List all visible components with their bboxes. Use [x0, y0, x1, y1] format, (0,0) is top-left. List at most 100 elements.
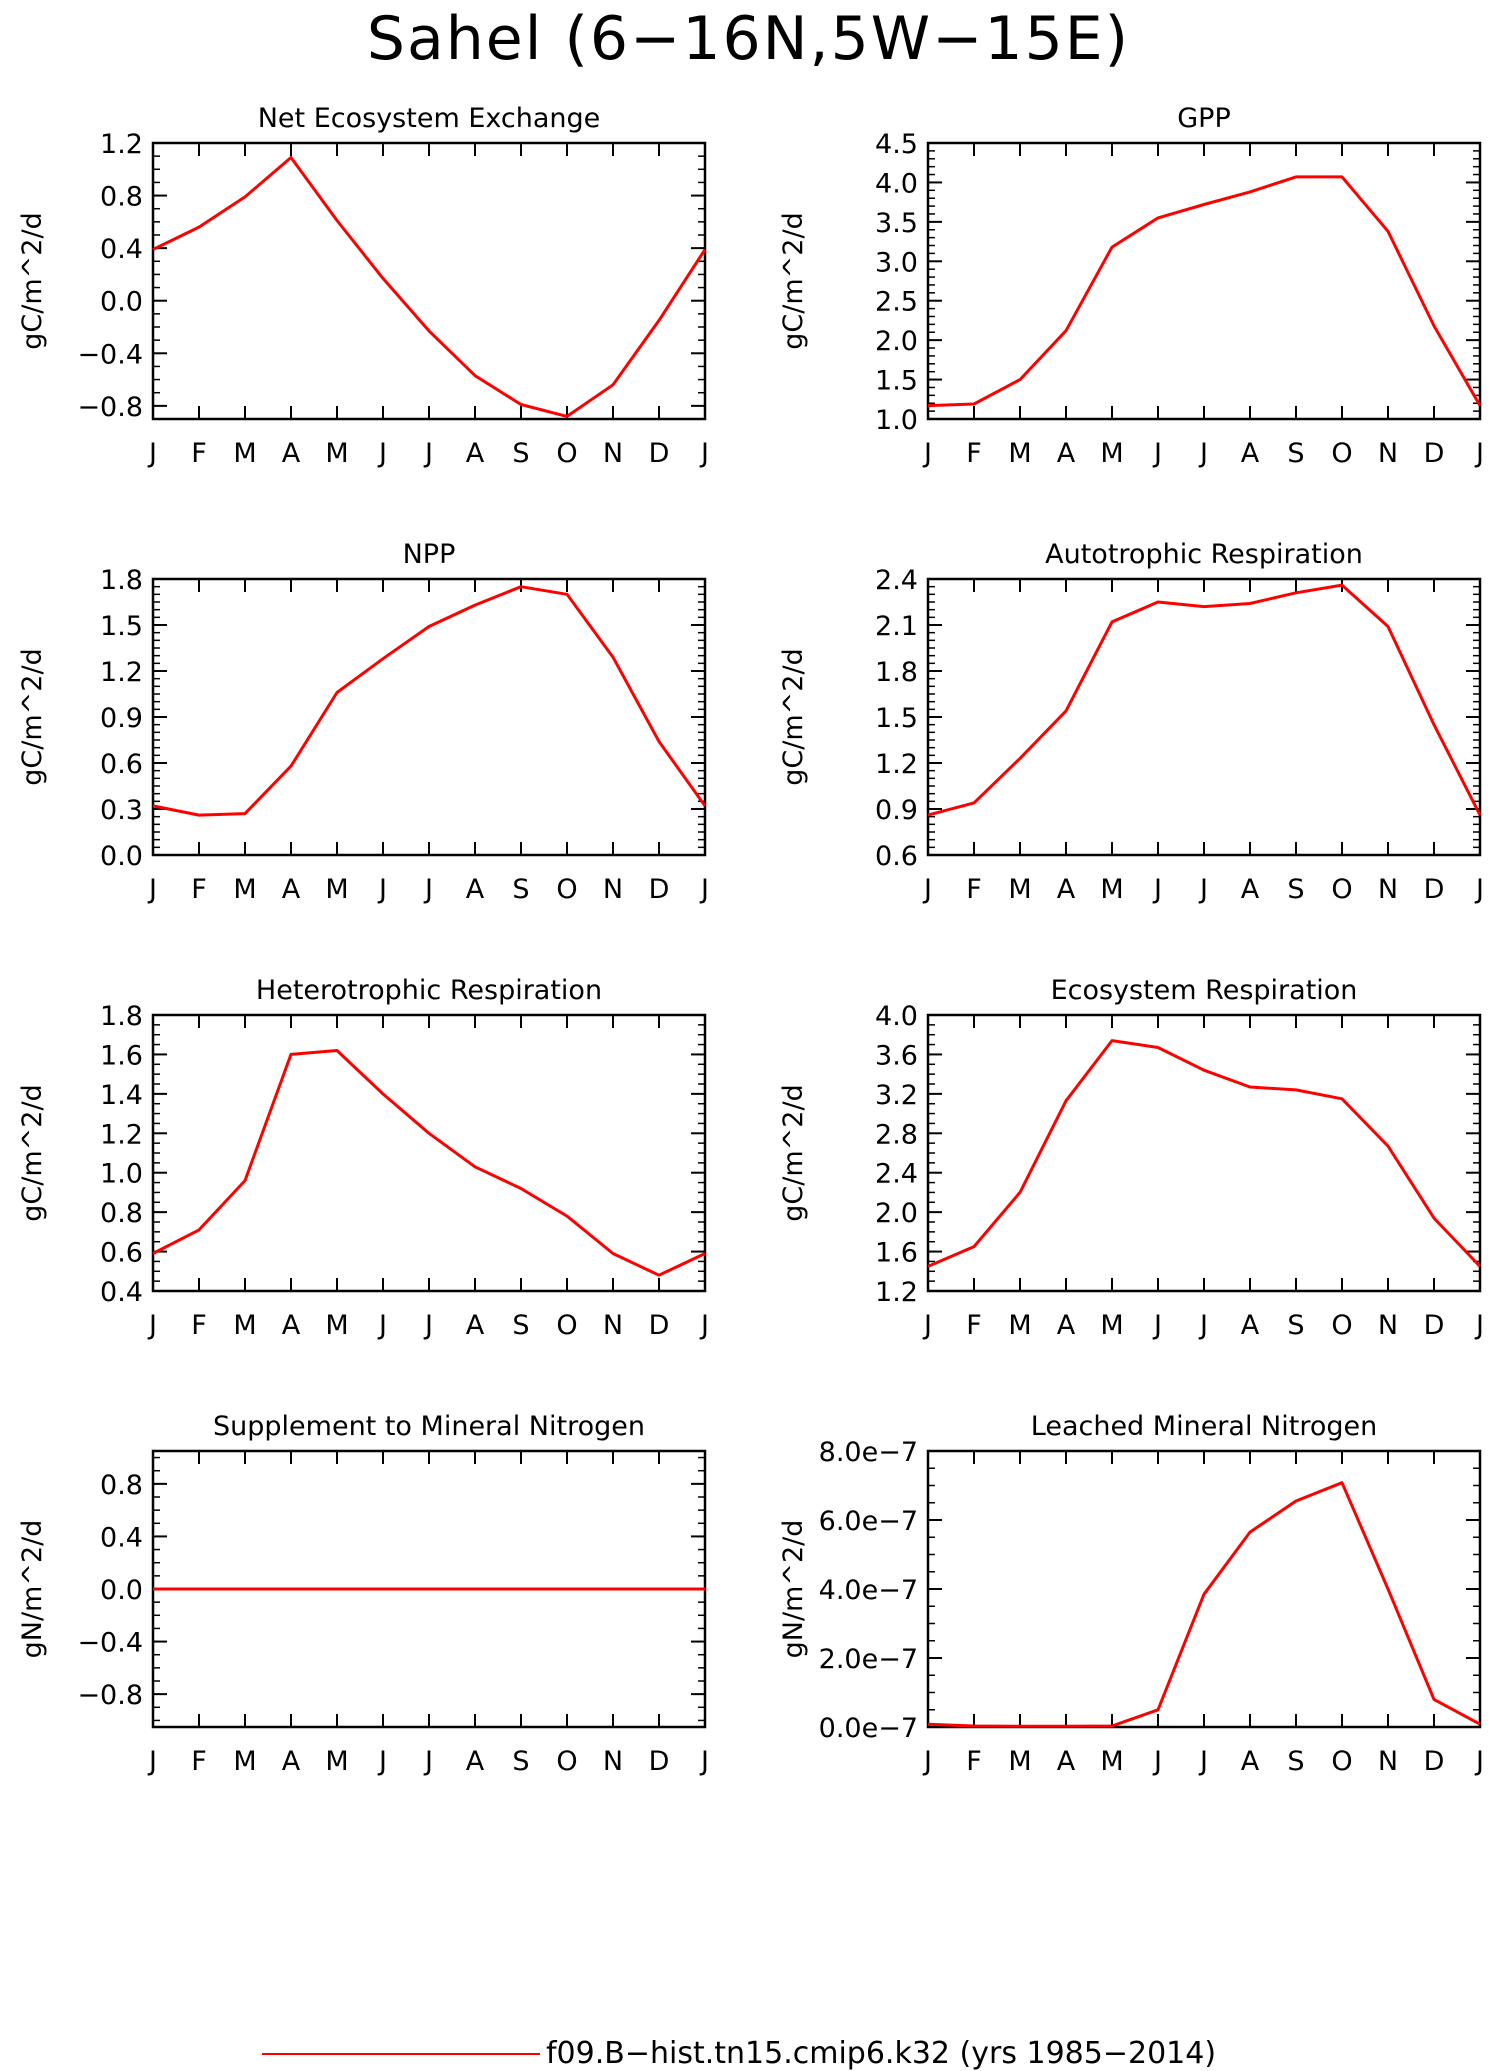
y-tick-label: 2.4	[875, 1159, 918, 1190]
x-tick-label: A	[1057, 1310, 1076, 1341]
x-tick-label: A	[282, 1746, 301, 1777]
x-tick-label: S	[512, 438, 529, 469]
x-tick-label: A	[1057, 1746, 1076, 1777]
y-tick-label: 0.6	[100, 749, 143, 780]
y-tick-label: 1.0	[875, 405, 918, 436]
x-tick-label: D	[649, 1310, 670, 1341]
y-axis-label: gC/m^2/d	[17, 648, 48, 785]
x-tick-label: O	[1331, 438, 1352, 469]
x-tick-label: N	[603, 438, 623, 469]
y-tick-label: 1.8	[100, 565, 143, 596]
x-tick-label: J	[922, 438, 932, 469]
x-tick-label: F	[191, 1746, 207, 1777]
y-tick-label: 1.8	[875, 657, 918, 688]
x-tick-label: M	[1008, 1746, 1031, 1777]
x-tick-label: S	[512, 874, 529, 905]
x-tick-label: A	[1241, 438, 1260, 469]
y-tick-label: 0.4	[100, 1277, 143, 1308]
x-tick-label: J	[147, 1746, 157, 1777]
x-tick-label: M	[1100, 874, 1123, 905]
x-tick-label: J	[699, 438, 709, 469]
x-tick-label: M	[233, 1746, 256, 1777]
x-tick-label: M	[325, 438, 348, 469]
y-tick-label: 0.8	[100, 1198, 143, 1229]
y-axis-label: gN/m^2/d	[17, 1520, 48, 1659]
x-tick-label: S	[1287, 1310, 1304, 1341]
series-line	[152, 156, 707, 418]
x-tick-label: J	[1152, 1310, 1162, 1341]
x-tick-label: M	[325, 874, 348, 905]
y-tick-label: 0.0	[100, 1575, 143, 1606]
x-tick-label: M	[233, 438, 256, 469]
x-tick-label: J	[147, 1310, 157, 1341]
x-tick-label: O	[1331, 874, 1352, 905]
y-tick-label: 2.8	[875, 1119, 918, 1150]
x-tick-label: D	[1424, 1746, 1445, 1777]
y-tick-label: 1.2	[875, 749, 918, 780]
figure-title: Sahel (6−16N,5W−15E)	[366, 4, 1131, 74]
series-line	[152, 1049, 706, 1277]
y-tick-label: 1.2	[100, 129, 143, 160]
panel-title: Heterotrophic Respiration	[256, 975, 602, 1006]
x-tick-label: N	[1378, 1746, 1398, 1777]
x-tick-label: J	[1474, 438, 1484, 469]
plot-frame	[151, 1013, 707, 1293]
x-tick-label: J	[377, 874, 387, 905]
x-tick-label: N	[603, 1746, 623, 1777]
x-tick-label: D	[649, 1746, 670, 1777]
series-line	[927, 1481, 1481, 1728]
x-tick-label: S	[512, 1310, 529, 1341]
x-tick-label: N	[603, 1310, 623, 1341]
y-axis-label: gC/m^2/d	[17, 212, 48, 349]
y-tick-label: −0.4	[77, 1628, 143, 1659]
x-tick-label: J	[1198, 1310, 1208, 1341]
y-tick-label: 3.6	[875, 1040, 918, 1071]
x-tick-label: S	[1287, 438, 1304, 469]
y-tick-label: 0.9	[875, 795, 918, 826]
x-tick-label: F	[966, 1310, 982, 1341]
y-tick-label: 2.1	[875, 611, 918, 642]
x-tick-label: M	[233, 1310, 256, 1341]
x-tick-label: J	[147, 874, 157, 905]
x-tick-label: A	[1241, 874, 1260, 905]
y-tick-label: 1.6	[875, 1238, 918, 1269]
y-tick-label: 2.0	[875, 1198, 918, 1229]
y-tick-label: 1.2	[100, 657, 143, 688]
y-tick-label: −0.4	[77, 339, 143, 370]
plot-frame	[926, 577, 1482, 857]
legend-label: f09.B−hist.tn15.cmip6.k32 (yrs 1985−2014…	[546, 2036, 1217, 2071]
y-tick-label: 3.0	[875, 247, 918, 278]
y-tick-label: 1.2	[875, 1277, 918, 1308]
x-tick-label: J	[1152, 1746, 1162, 1777]
y-tick-label: 0.9	[100, 703, 143, 734]
legend-line-swatch	[262, 2053, 540, 2055]
y-tick-label: 4.5	[875, 129, 918, 160]
x-tick-label: J	[699, 874, 709, 905]
x-tick-label: J	[922, 1310, 932, 1341]
x-tick-label: J	[1198, 874, 1208, 905]
y-tick-label: −0.8	[77, 1680, 143, 1711]
x-tick-label: O	[556, 1310, 577, 1341]
y-tick-label: 0.6	[100, 1238, 143, 1269]
legend: f09.B−hist.tn15.cmip6.k32 (yrs 1985−2014…	[0, 2036, 1497, 2071]
y-tick-label: 0.4	[100, 1522, 143, 1553]
x-tick-label: A	[466, 874, 485, 905]
x-tick-label: N	[1378, 1310, 1398, 1341]
panel-title: Leached Mineral Nitrogen	[1031, 1411, 1377, 1442]
x-tick-label: F	[966, 874, 982, 905]
x-tick-label: J	[922, 874, 932, 905]
x-tick-label: J	[1152, 874, 1162, 905]
x-tick-label: A	[282, 438, 301, 469]
y-tick-label: −0.8	[77, 392, 143, 423]
x-tick-label: N	[1378, 438, 1398, 469]
x-tick-label: M	[1008, 1310, 1031, 1341]
y-tick-label: 0.8	[100, 1470, 143, 1501]
y-tick-label: 1.2	[100, 1119, 143, 1150]
y-axis-label: gC/m^2/d	[17, 1084, 48, 1221]
y-tick-label: 4.0	[875, 1001, 918, 1032]
